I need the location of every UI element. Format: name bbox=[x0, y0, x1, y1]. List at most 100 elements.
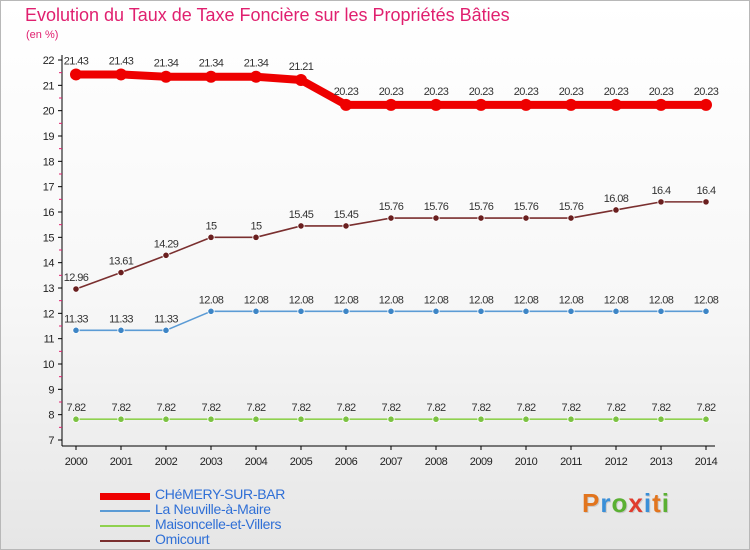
data-label: 11.33 bbox=[154, 313, 178, 325]
legend-label: CHéMERY-SUR-BAR bbox=[155, 486, 286, 502]
data-label: 7.82 bbox=[606, 402, 625, 414]
y-tick-label: 18 bbox=[43, 156, 55, 168]
data-point bbox=[522, 214, 530, 222]
data-label: 12.08 bbox=[469, 294, 494, 306]
data-label: 20.23 bbox=[469, 86, 494, 98]
data-label: 15 bbox=[250, 220, 262, 232]
data-point bbox=[295, 74, 307, 87]
data-label: 7.82 bbox=[336, 402, 355, 414]
data-point bbox=[477, 214, 485, 222]
data-point bbox=[657, 198, 665, 206]
data-label: 20.23 bbox=[334, 86, 359, 98]
data-point bbox=[610, 98, 622, 111]
data-point bbox=[612, 206, 620, 214]
data-label: 20.23 bbox=[604, 86, 629, 98]
logo-letter: t bbox=[652, 488, 662, 518]
data-point bbox=[522, 415, 530, 423]
data-point bbox=[702, 198, 710, 206]
chart-title: Evolution du Taux de Taxe Foncière sur l… bbox=[25, 5, 510, 25]
data-point bbox=[252, 307, 260, 315]
data-label: 12.08 bbox=[289, 294, 314, 306]
data-label: 16.4 bbox=[696, 185, 715, 197]
data-label: 7.82 bbox=[246, 402, 265, 414]
data-label: 21.34 bbox=[154, 58, 179, 70]
data-label: 15.76 bbox=[559, 201, 584, 213]
data-point bbox=[612, 415, 620, 423]
x-tick-label: 2009 bbox=[470, 456, 493, 468]
data-label: 20.23 bbox=[514, 86, 539, 98]
data-point bbox=[207, 307, 215, 315]
data-point bbox=[387, 214, 395, 222]
data-label: 11.33 bbox=[64, 313, 88, 325]
data-point bbox=[655, 98, 667, 111]
data-point bbox=[387, 307, 395, 315]
logo-letter: P bbox=[582, 488, 601, 518]
data-point bbox=[612, 307, 620, 315]
data-label: 12.08 bbox=[334, 294, 359, 306]
data-label: 7.82 bbox=[201, 402, 220, 414]
x-tick-label: 2013 bbox=[650, 456, 673, 468]
data-point bbox=[117, 326, 125, 334]
data-label: 7.82 bbox=[696, 402, 715, 414]
data-point bbox=[160, 70, 172, 83]
data-label: 12.08 bbox=[199, 294, 224, 306]
data-point bbox=[72, 285, 80, 293]
data-label: 16.08 bbox=[604, 193, 629, 205]
data-label: 13.61 bbox=[109, 256, 134, 268]
x-tick-label: 2012 bbox=[605, 456, 628, 468]
data-label: 7.82 bbox=[66, 402, 85, 414]
data-point bbox=[567, 415, 575, 423]
data-point bbox=[342, 307, 350, 315]
y-tick-label: 9 bbox=[48, 384, 54, 396]
x-tick-label: 2005 bbox=[290, 456, 313, 468]
data-point bbox=[432, 415, 440, 423]
data-label: 7.82 bbox=[561, 402, 580, 414]
y-tick-label: 10 bbox=[43, 359, 55, 371]
data-label: 21.21 bbox=[289, 61, 314, 73]
data-label: 15.76 bbox=[379, 201, 404, 213]
data-label: 7.82 bbox=[381, 402, 400, 414]
data-label: 12.08 bbox=[379, 294, 404, 306]
data-point bbox=[432, 214, 440, 222]
data-point bbox=[205, 70, 217, 83]
data-label: 15.76 bbox=[514, 201, 539, 213]
data-point bbox=[72, 415, 80, 423]
data-label: 21.34 bbox=[244, 58, 269, 70]
data-label: 20.23 bbox=[424, 86, 449, 98]
data-point bbox=[340, 98, 352, 111]
logo-letter: r bbox=[600, 488, 612, 518]
y-tick-label: 7 bbox=[48, 435, 54, 447]
y-tick-label: 11 bbox=[44, 334, 55, 346]
y-axis-unit: (en %) bbox=[26, 29, 59, 41]
data-point bbox=[297, 415, 305, 423]
data-label: 20.23 bbox=[379, 86, 404, 98]
data-label: 14.29 bbox=[154, 238, 179, 250]
data-point bbox=[477, 415, 485, 423]
x-tick-label: 2007 bbox=[380, 456, 403, 468]
y-tick-label: 22 bbox=[43, 55, 55, 67]
data-point bbox=[700, 98, 712, 111]
data-point bbox=[342, 415, 350, 423]
legend-swatch bbox=[100, 492, 150, 500]
data-label: 16.4 bbox=[651, 185, 670, 197]
data-label: 12.08 bbox=[514, 294, 539, 306]
data-label: 12.08 bbox=[424, 294, 449, 306]
data-label: 7.82 bbox=[291, 402, 310, 414]
data-point bbox=[522, 307, 530, 315]
data-point bbox=[565, 98, 577, 111]
y-tick-label: 13 bbox=[43, 283, 55, 295]
data-label: 21.43 bbox=[109, 55, 134, 67]
data-point bbox=[250, 70, 262, 83]
data-label: 21.43 bbox=[64, 55, 89, 67]
legend-swatch bbox=[100, 525, 150, 527]
x-tick-label: 2008 bbox=[425, 456, 448, 468]
data-point bbox=[162, 251, 170, 259]
data-label: 20.23 bbox=[559, 86, 584, 98]
data-point bbox=[117, 268, 125, 277]
logo-letter: x bbox=[628, 488, 644, 518]
x-tick-label: 2002 bbox=[155, 456, 178, 468]
data-point bbox=[657, 415, 665, 423]
y-tick-label: 19 bbox=[43, 131, 55, 143]
